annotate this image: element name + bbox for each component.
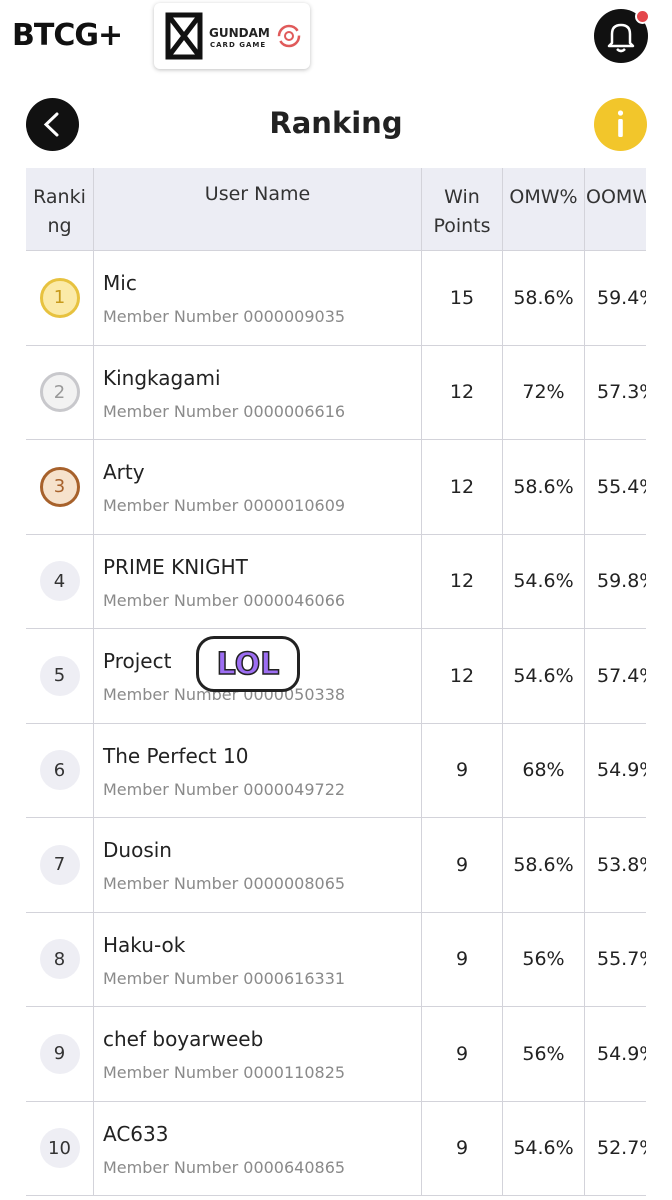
game-logo-subtitle: CARD GAME <box>210 41 267 49</box>
win-points: 12 <box>422 534 503 629</box>
member-number: Member Number 0000006616 <box>103 401 346 421</box>
oomw: 54.9% <box>585 724 646 818</box>
user-cell: Haku-ok Member Number 0000616331 <box>94 912 422 1007</box>
user-cell: chef boyarweeb Member Number 0000110825 <box>94 1007 422 1102</box>
win-points: 9 <box>422 818 503 913</box>
oomw: 53.8% <box>585 818 646 913</box>
omw: 54.6% <box>503 534 585 629</box>
oomw: 59.8% <box>585 535 646 629</box>
column-header: OMW% <box>503 168 585 251</box>
win-points: 15 <box>422 251 503 346</box>
member-number: Member Number 0000010609 <box>103 496 346 515</box>
oomw: 55.7% <box>585 913 646 1007</box>
rank-badge: 9 <box>39 1033 80 1074</box>
win-points: 12 <box>422 440 503 535</box>
rank-badge: 5 <box>39 655 80 696</box>
oomw: 55.4% <box>585 440 646 535</box>
column-header: Win Points <box>422 168 503 251</box>
rank-cell: 4 <box>26 534 94 629</box>
omw: 72% <box>503 345 585 440</box>
game-logo-mark <box>165 12 203 60</box>
rank-cell: 10 <box>26 1101 94 1196</box>
member-number: Member Number 0000009035 <box>103 307 346 326</box>
user-cell: Kingkagami Member Number 0000006616 <box>94 345 422 440</box>
notification-dot <box>635 9 650 24</box>
user-name: Project <box>103 649 172 673</box>
rank-badge: 2 <box>39 372 80 413</box>
rank-badge: 7 <box>39 844 80 885</box>
user-cell: The Perfect 10 Member Number 0000049722 <box>94 723 422 818</box>
rank-badge: 3 <box>39 466 80 507</box>
user-cell: Mic Member Number 0000009035 <box>94 251 422 346</box>
refresh-icon <box>277 24 301 48</box>
oomw: 54.9% <box>585 1007 646 1102</box>
member-number: Member Number 0000008065 <box>103 874 346 893</box>
rank-cell: 7 <box>26 818 94 913</box>
rank-badge: 8 <box>39 939 80 980</box>
oomw: 52.7% <box>585 1102 646 1196</box>
game-logo-name: GUNDAM <box>209 26 270 40</box>
rank-badge: 1 <box>39 277 80 318</box>
user-cell: Arty Member Number 0000010609 <box>94 440 422 535</box>
user-cell: AC633 Member Number 0000640865 <box>94 1101 422 1196</box>
back-icon <box>43 112 59 137</box>
win-points: 9 <box>422 723 503 818</box>
column-header: Ranking <box>26 168 94 251</box>
win-points: 12 <box>422 629 503 724</box>
game-logo: GUNDAM CARD GAME <box>154 3 310 69</box>
win-points: 9 <box>422 1101 503 1196</box>
user-name: Arty <box>103 460 145 484</box>
lol-sticker: LOL <box>196 636 300 692</box>
rank-cell: 2 <box>26 345 94 440</box>
column-header: User Name <box>94 168 422 251</box>
user-cell: Duosin Member Number 0000008065 <box>94 818 422 913</box>
rank-cell: 9 <box>26 1007 94 1102</box>
rank-badge: 10 <box>39 1128 80 1169</box>
win-points: 9 <box>422 912 503 1007</box>
omw: 54.6% <box>503 1101 585 1196</box>
back-button[interactable] <box>26 98 79 151</box>
user-name: Mic <box>103 271 137 295</box>
user-name: Haku-ok <box>103 932 186 957</box>
member-number: Member Number 0000616331 <box>103 968 346 988</box>
column-header: OOMW% <box>585 168 646 251</box>
page-title: Ranking <box>269 106 403 140</box>
oomw: 57.3% <box>585 346 646 440</box>
rank-cell: 5 <box>26 629 94 724</box>
user-name: The Perfect 10 <box>103 743 249 768</box>
win-points: 12 <box>422 345 503 440</box>
user-name: chef boyarweeb <box>103 1027 264 1051</box>
user-name: Kingkagami <box>103 365 221 390</box>
omw: 54.6% <box>503 629 585 724</box>
user-name: AC633 <box>103 1121 169 1146</box>
user-cell: PRIME KNIGHT Member Number 0000046066 <box>94 534 422 629</box>
omw: 58.6% <box>503 251 585 346</box>
oomw: 59.4% <box>585 251 646 346</box>
omw: 68% <box>503 723 585 818</box>
rank-cell: 8 <box>26 912 94 1007</box>
omw: 56% <box>503 1007 585 1102</box>
win-points: 9 <box>422 1007 503 1102</box>
info-button[interactable] <box>594 98 647 151</box>
rank-cell: 1 <box>26 251 94 346</box>
rank-cell: 3 <box>26 440 94 535</box>
member-number: Member Number 0000046066 <box>103 590 346 610</box>
member-number: Member Number 0000110825 <box>103 1063 346 1082</box>
omw: 58.6% <box>503 440 585 535</box>
omw: 56% <box>503 912 585 1007</box>
user-name: Duosin <box>103 838 172 862</box>
user-name: PRIME KNIGHT <box>103 554 248 579</box>
rank-cell: 6 <box>26 723 94 818</box>
info-icon <box>617 110 624 137</box>
rank-badge: 6 <box>39 750 80 791</box>
rank-badge: 4 <box>39 561 80 602</box>
bell-icon <box>607 23 635 53</box>
oomw: 57.4% <box>585 629 646 724</box>
member-number: Member Number 0000640865 <box>103 1157 346 1177</box>
omw: 58.6% <box>503 818 585 913</box>
app-logo: BTCG+ <box>12 18 123 53</box>
member-number: Member Number 0000049722 <box>103 779 346 799</box>
